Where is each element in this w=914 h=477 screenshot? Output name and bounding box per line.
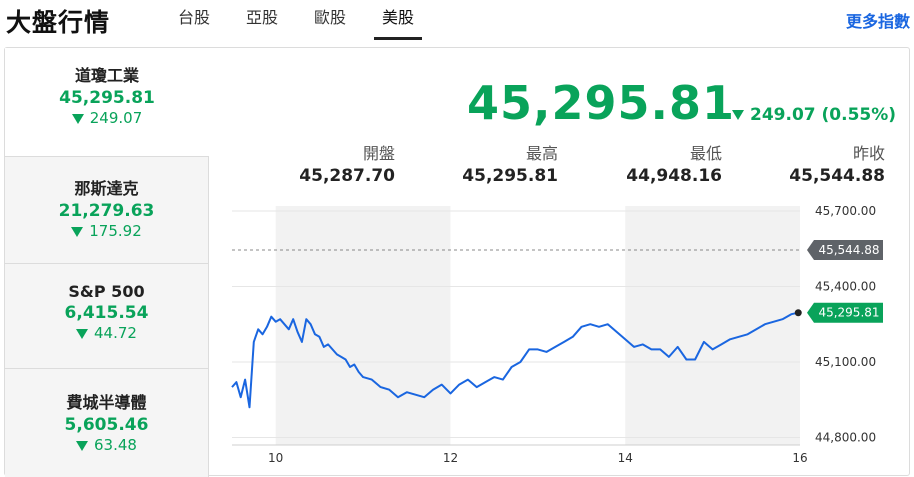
y-tick-label: 45,400.00	[815, 280, 876, 294]
stat-value: 45,295.81	[462, 166, 558, 186]
down-triangle-icon	[71, 113, 84, 124]
x-tick-label: 14	[618, 451, 633, 465]
current-change-value: 249.07 (0.55%)	[750, 105, 897, 125]
y-tick-label: 44,800.00	[815, 430, 876, 444]
index-change-value: 44.72	[94, 324, 137, 342]
index-value: 45,295.81	[59, 88, 155, 108]
hour-band	[625, 206, 800, 445]
index-sidebar: 道瓊工業 45,295.81 249.07 那斯達克 21,279.63 175…	[5, 48, 209, 477]
stat-label: 昨收	[852, 144, 885, 163]
stat-label: 最高	[525, 144, 558, 163]
stat-value: 44,948.16	[626, 166, 722, 186]
index-value: 21,279.63	[58, 201, 155, 221]
index-change-value: 63.48	[94, 436, 137, 454]
sidebar-item-nasdaq[interactable]: 那斯達克 21,279.63 175.92	[5, 157, 209, 264]
market-tabs: 台股 亞股 歐股 美股	[160, 0, 432, 40]
down-triangle-icon	[76, 440, 89, 451]
index-value: 5,605.46	[64, 415, 149, 435]
sidebar-item-dow-jones[interactable]: 道瓊工業 45,295.81 249.07	[5, 48, 209, 157]
current-index-change: 249.07 (0.55%)	[732, 105, 896, 125]
index-change: 63.48	[5, 436, 208, 454]
index-change-value: 175.92	[89, 222, 142, 240]
x-tick-label: 16	[792, 451, 807, 465]
last-price-flag-text: 45,295.81	[818, 306, 879, 320]
index-name: 道瓊工業	[74, 66, 139, 85]
tab-us-stocks[interactable]: 美股	[364, 0, 432, 40]
down-triangle-icon	[71, 226, 84, 237]
sidebar-item-sox[interactable]: 費城半導體 5,605.46 63.48	[5, 369, 209, 477]
stat-low: 最低 44,948.16	[572, 140, 722, 186]
index-name: 那斯達克	[74, 179, 139, 198]
y-tick-label: 45,100.00	[815, 355, 876, 369]
stat-value: 45,287.70	[299, 166, 395, 186]
prev-close-flag-text: 45,544.88	[818, 243, 879, 257]
tab-taiwan-stocks[interactable]: 台股	[177, 8, 210, 27]
intraday-chart[interactable]: 45,700.00 45,400.00 45,100.00 44,800.00 10 12…	[5, 48, 911, 477]
index-change: 175.92	[5, 222, 208, 240]
last-price-flag-bg	[807, 302, 883, 323]
tab-europe-stocks[interactable]: 歐股	[313, 8, 346, 27]
down-triangle-icon	[76, 328, 89, 339]
stat-label: 開盤	[362, 144, 395, 163]
index-value: 6,415.54	[64, 303, 149, 323]
market-panel: 道瓊工業 45,295.81 249.07 那斯達克 21,279.63 175…	[4, 47, 911, 477]
prev-close-flag-bg	[807, 240, 883, 261]
stat-open: 開盤 45,287.70	[245, 140, 395, 186]
current-index-value: 45,295.81	[467, 76, 735, 130]
y-tick-label: 45,700.00	[815, 204, 876, 218]
last-price-dot	[794, 309, 802, 317]
stat-label: 最低	[689, 144, 722, 163]
x-tick-label: 10	[268, 451, 283, 465]
down-triangle-icon	[732, 110, 744, 120]
page-title: 大盤行情	[6, 8, 111, 37]
more-indices-link[interactable]: 更多指數	[845, 12, 910, 31]
stat-value: 45,544.88	[789, 166, 885, 186]
x-tick-label: 12	[443, 451, 458, 465]
index-change-value: 249.07	[89, 109, 143, 127]
stat-high: 最高 45,295.81	[408, 140, 558, 186]
tab-asia-stocks[interactable]: 亞股	[245, 8, 278, 27]
hour-band	[275, 206, 451, 445]
stat-prev-close: 昨收 45,544.88	[735, 140, 885, 186]
index-name: 費城半導體	[66, 393, 147, 412]
index-name: S&P 500	[68, 282, 145, 301]
header: 大盤行情 台股 亞股 歐股 美股 更多指數	[0, 0, 914, 40]
index-change: 249.07	[5, 109, 209, 127]
sidebar-item-sp500[interactable]: S&P 500 6,415.54 44.72	[5, 264, 209, 369]
price-line	[231, 311, 799, 409]
index-change: 44.72	[5, 324, 208, 342]
